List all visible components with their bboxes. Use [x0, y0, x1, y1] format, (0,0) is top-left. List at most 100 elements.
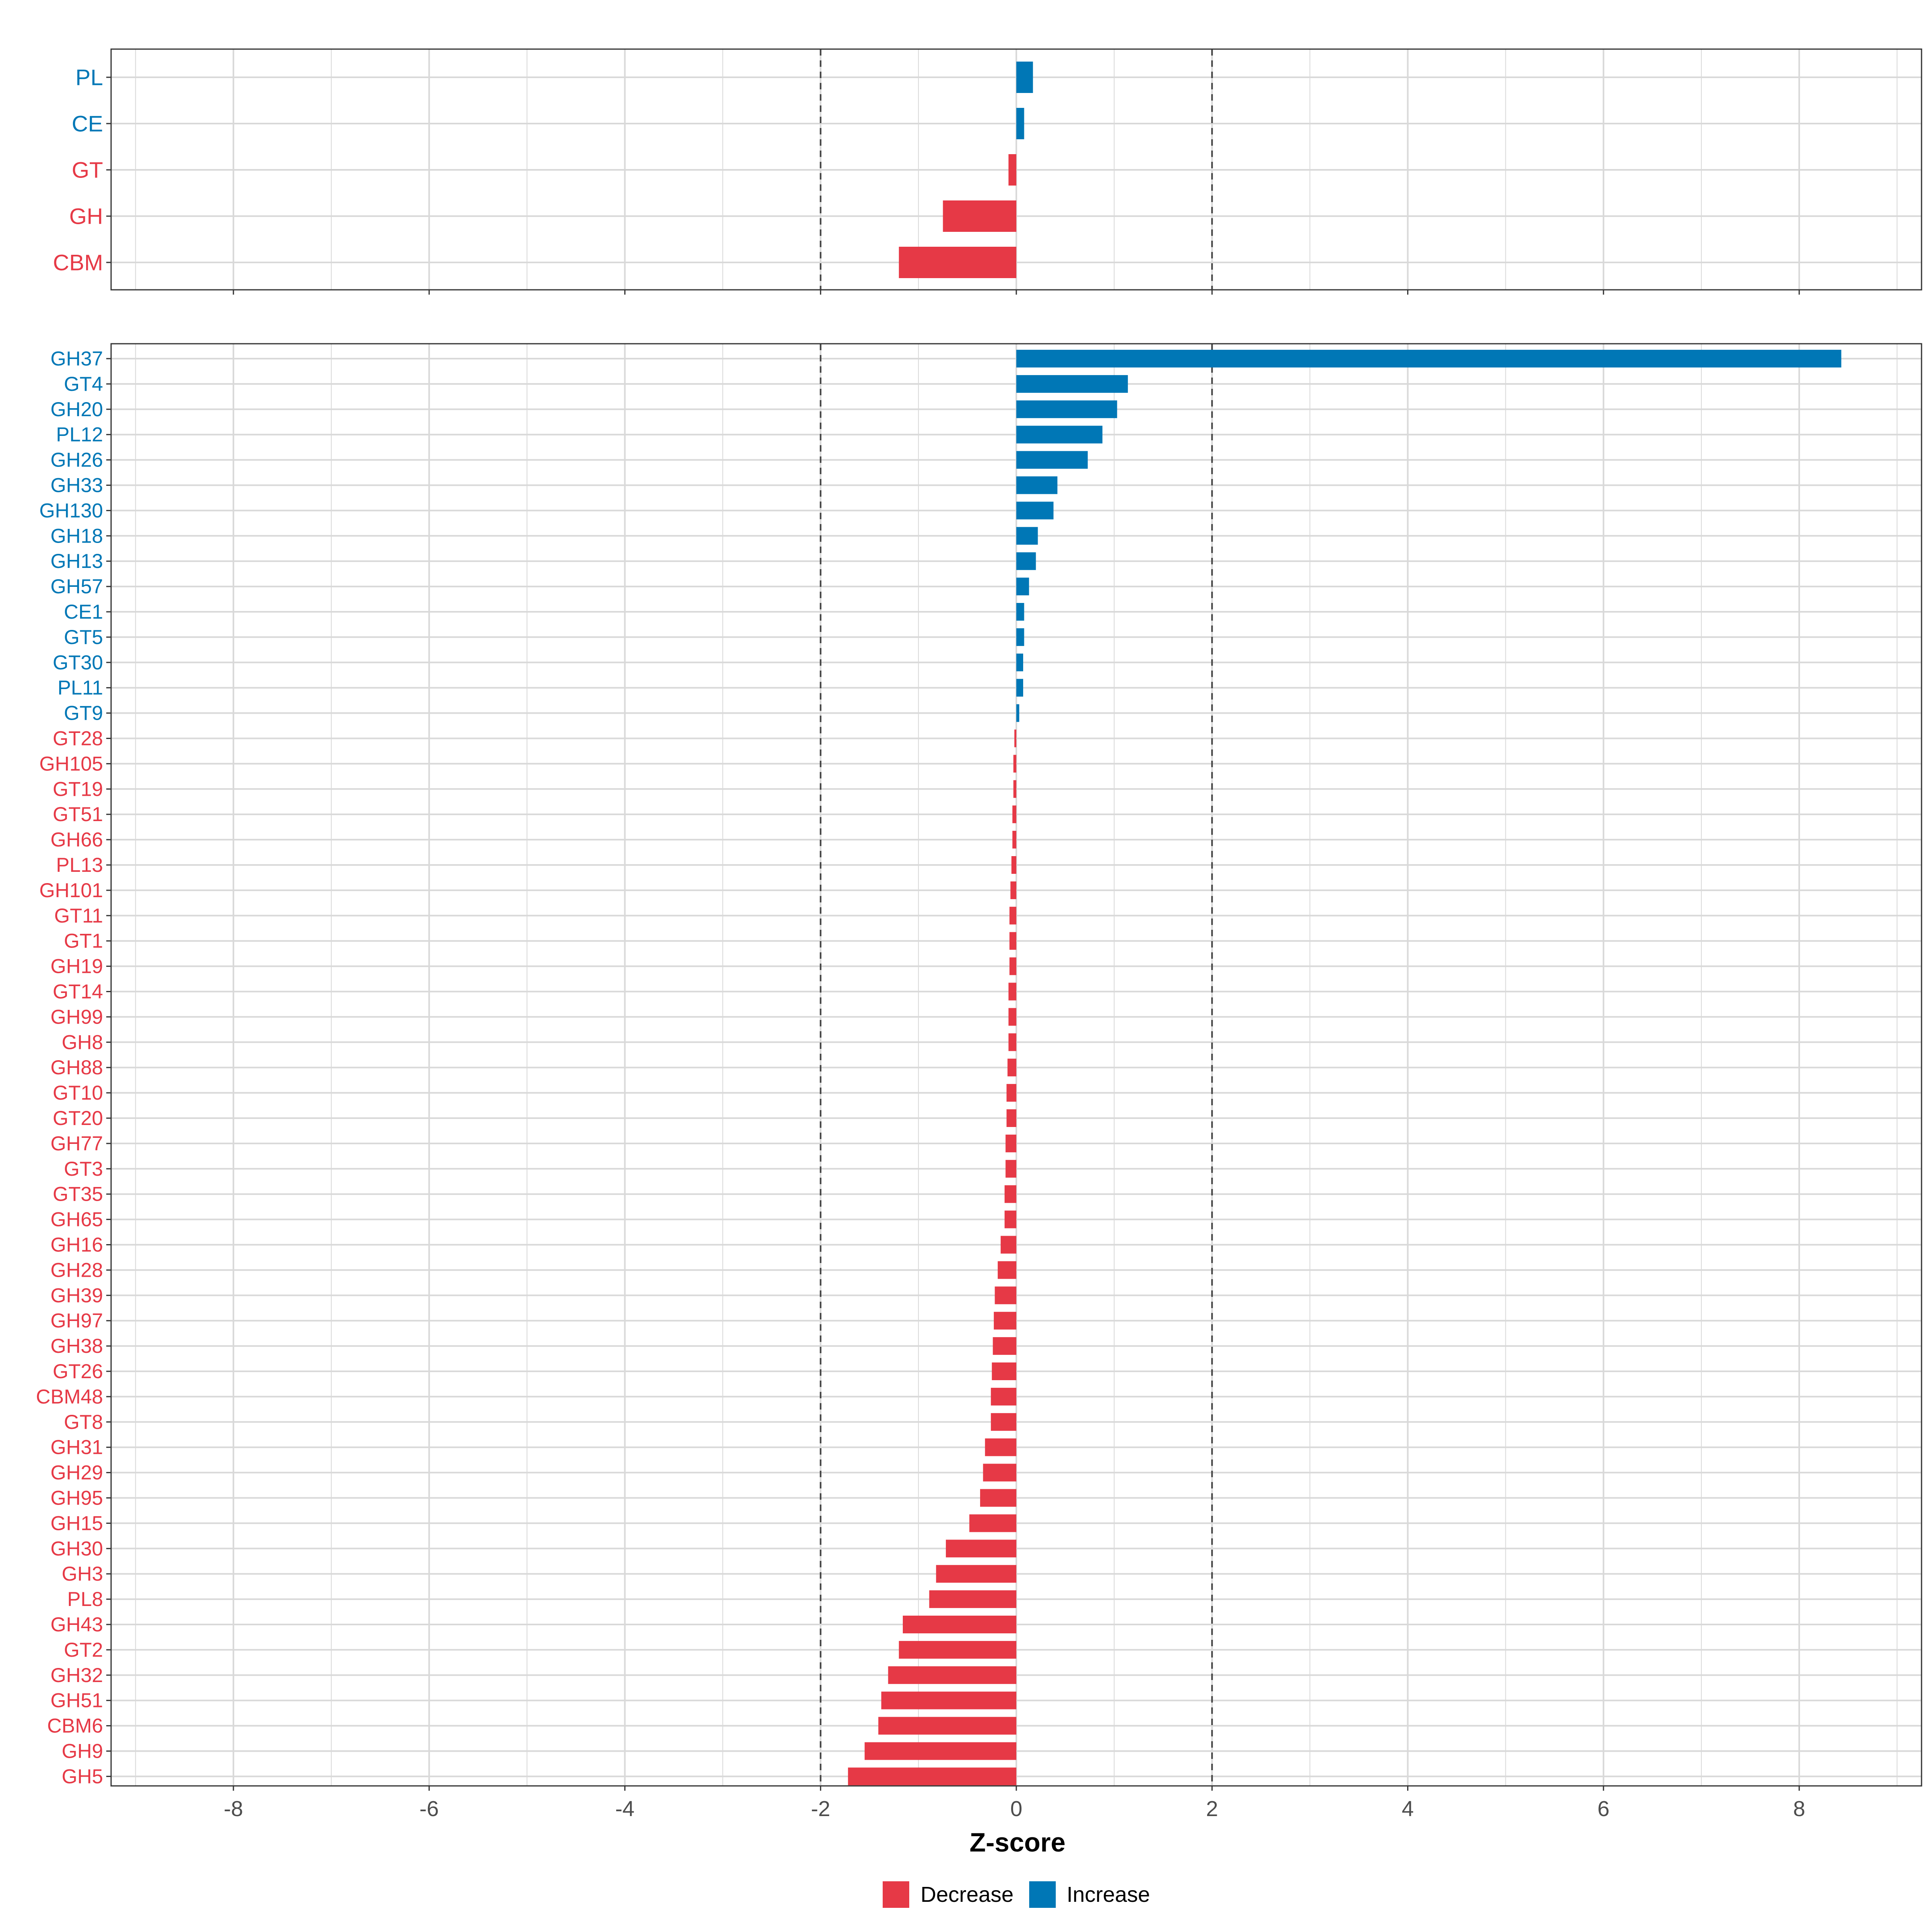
category-label-gh13: GH13: [50, 550, 103, 572]
bar-gh20: [1016, 400, 1117, 418]
bar-ce: [1016, 108, 1024, 139]
category-label-gt11: GT11: [54, 904, 103, 927]
category-label-gt2: GT2: [64, 1639, 103, 1661]
bar-gh33: [1016, 476, 1058, 494]
category-label-gh33: GH33: [50, 474, 103, 497]
category-label-gh28: GH28: [50, 1259, 103, 1281]
category-label-gh30: GH30: [50, 1537, 103, 1560]
category-label-pl11: PL11: [58, 677, 103, 699]
bar-gt11: [1009, 906, 1016, 925]
category-label-gh95: GH95: [50, 1487, 103, 1509]
top-panel: PL CE GT GH CBM: [53, 48, 1922, 295]
category-label-cbm48: CBM48: [36, 1385, 103, 1408]
category-label-gh3: GH3: [62, 1563, 103, 1585]
bar-gh28: [997, 1261, 1016, 1279]
category-label-gh15: GH15: [50, 1512, 103, 1534]
bar-gh30: [945, 1540, 1016, 1558]
category-label-ce1: CE1: [64, 601, 103, 623]
legend-swatch-increase: [1029, 1881, 1056, 1908]
bar-gh105: [1013, 755, 1016, 773]
bar-gh26: [1016, 451, 1088, 469]
bar-gt14: [1008, 983, 1016, 1001]
bar-gh88: [1007, 1059, 1016, 1077]
bar-gh95: [980, 1489, 1016, 1507]
legend-swatch-decrease: [883, 1881, 909, 1908]
category-label-pl: PL: [76, 65, 103, 90]
category-label-gh38: GH38: [50, 1335, 103, 1357]
x-tick-label: 6: [1598, 1797, 1610, 1821]
category-label-gh5: GH5: [62, 1765, 103, 1788]
bar-pl: [1016, 62, 1033, 93]
category-label-gt20: GT20: [53, 1107, 103, 1129]
bar-gt26: [992, 1362, 1016, 1380]
bar-gh43: [902, 1616, 1016, 1633]
bar-pl8: [929, 1590, 1016, 1608]
x-tick-label: 8: [1793, 1797, 1805, 1821]
category-label-gh19: GH19: [50, 955, 103, 978]
category-label-gh51: GH51: [50, 1689, 103, 1712]
bar-gh9: [865, 1742, 1016, 1760]
category-label-gh101: GH101: [39, 879, 103, 902]
category-label-gt51: GT51: [53, 803, 103, 826]
bar-gh29: [983, 1463, 1016, 1482]
bar-gt: [1008, 154, 1016, 186]
bar-gt3: [1005, 1160, 1016, 1178]
category-label-gh8: GH8: [62, 1031, 103, 1053]
bar-gt8: [991, 1413, 1016, 1431]
category-label-gh9: GH9: [62, 1740, 103, 1763]
category-label-gh26: GH26: [50, 449, 103, 471]
category-label-gh88: GH88: [50, 1056, 103, 1079]
bar-cbm6: [878, 1717, 1016, 1735]
bar-gt10: [1006, 1084, 1016, 1102]
category-label-gt35: GT35: [53, 1183, 103, 1205]
bar-pl11: [1016, 679, 1024, 697]
x-tick-label: -8: [224, 1797, 243, 1821]
bar-gh130: [1016, 502, 1054, 520]
category-label-gt5: GT5: [64, 626, 103, 648]
category-label-gt4: GT4: [64, 373, 103, 395]
category-label-gh97: GH97: [50, 1309, 103, 1332]
category-label-gh20: GH20: [50, 398, 103, 421]
category-label-gt14: GT14: [53, 980, 103, 1003]
category-label-gh99: GH99: [50, 1005, 103, 1028]
x-tick-label: -4: [615, 1797, 634, 1821]
category-label-cbm6: CBM6: [47, 1715, 103, 1737]
bar-gh37: [1016, 350, 1841, 367]
category-label-gt28: GT28: [53, 727, 103, 750]
category-label-gt1: GT1: [64, 930, 103, 952]
bar-gt9: [1016, 704, 1020, 722]
bar-gh8: [1008, 1033, 1016, 1051]
category-label-gt9: GT9: [64, 702, 103, 724]
bar-pl13: [1011, 856, 1016, 874]
legend: Decrease Increase: [883, 1881, 1150, 1908]
bar-gh77: [1005, 1134, 1016, 1152]
bar-cbm: [899, 247, 1016, 278]
bar-gt4: [1016, 375, 1128, 393]
bar-gh15: [969, 1514, 1016, 1532]
bar-gt1: [1009, 932, 1016, 950]
bar-gh16: [1001, 1236, 1016, 1254]
category-label-gh57: GH57: [50, 575, 103, 598]
bar-gt30: [1016, 653, 1024, 671]
bar-gh97: [994, 1312, 1016, 1330]
category-label-gh16: GH16: [50, 1234, 103, 1256]
bar-gh65: [1004, 1210, 1016, 1228]
bar-gt19: [1013, 780, 1016, 798]
category-label-gh105: GH105: [39, 752, 103, 775]
bar-gh13: [1016, 552, 1036, 570]
x-tick-label: -2: [811, 1797, 830, 1821]
bar-gh38: [993, 1337, 1016, 1355]
x-tick-label: 4: [1402, 1797, 1414, 1821]
category-label-gh130: GH130: [39, 499, 103, 522]
bar-gt51: [1012, 805, 1016, 824]
category-label-cbm: CBM: [53, 250, 103, 275]
category-label-gh43: GH43: [50, 1613, 103, 1636]
category-label-pl8: PL8: [67, 1588, 103, 1610]
bar-gh51: [881, 1691, 1016, 1709]
category-label-gh31: GH31: [50, 1436, 103, 1459]
category-label-gt26: GT26: [53, 1360, 103, 1383]
category-label-ce: CE: [72, 111, 103, 136]
bar-gh31: [985, 1438, 1016, 1456]
category-label-gh18: GH18: [50, 524, 103, 547]
